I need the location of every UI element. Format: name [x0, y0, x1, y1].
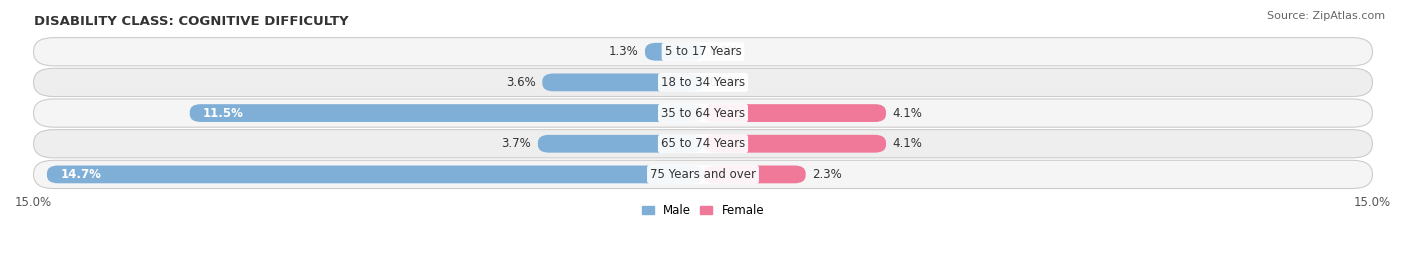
FancyBboxPatch shape — [190, 104, 703, 122]
Text: 3.6%: 3.6% — [506, 76, 536, 89]
Text: 2.3%: 2.3% — [813, 168, 842, 181]
Text: Source: ZipAtlas.com: Source: ZipAtlas.com — [1267, 11, 1385, 21]
FancyBboxPatch shape — [34, 99, 1372, 127]
Text: 5 to 17 Years: 5 to 17 Years — [665, 45, 741, 58]
FancyBboxPatch shape — [46, 165, 703, 183]
Text: DISABILITY CLASS: COGNITIVE DIFFICULTY: DISABILITY CLASS: COGNITIVE DIFFICULTY — [34, 15, 349, 28]
Text: 75 Years and over: 75 Years and over — [650, 168, 756, 181]
FancyBboxPatch shape — [543, 73, 703, 91]
Text: 3.7%: 3.7% — [502, 137, 531, 150]
Legend: Male, Female: Male, Female — [637, 200, 769, 222]
FancyBboxPatch shape — [703, 135, 886, 153]
FancyBboxPatch shape — [34, 130, 1372, 158]
Text: 14.7%: 14.7% — [60, 168, 101, 181]
Text: 11.5%: 11.5% — [202, 107, 245, 120]
Text: 65 to 74 Years: 65 to 74 Years — [661, 137, 745, 150]
FancyBboxPatch shape — [34, 160, 1372, 189]
FancyBboxPatch shape — [703, 104, 886, 122]
FancyBboxPatch shape — [538, 135, 703, 153]
Text: 4.1%: 4.1% — [893, 107, 922, 120]
Text: 0.0%: 0.0% — [710, 76, 740, 89]
Text: 35 to 64 Years: 35 to 64 Years — [661, 107, 745, 120]
Text: 18 to 34 Years: 18 to 34 Years — [661, 76, 745, 89]
FancyBboxPatch shape — [645, 43, 703, 61]
FancyBboxPatch shape — [34, 68, 1372, 97]
Text: 1.3%: 1.3% — [609, 45, 638, 58]
Text: 0.0%: 0.0% — [710, 45, 740, 58]
FancyBboxPatch shape — [34, 38, 1372, 66]
FancyBboxPatch shape — [703, 165, 806, 183]
Text: 4.1%: 4.1% — [893, 137, 922, 150]
